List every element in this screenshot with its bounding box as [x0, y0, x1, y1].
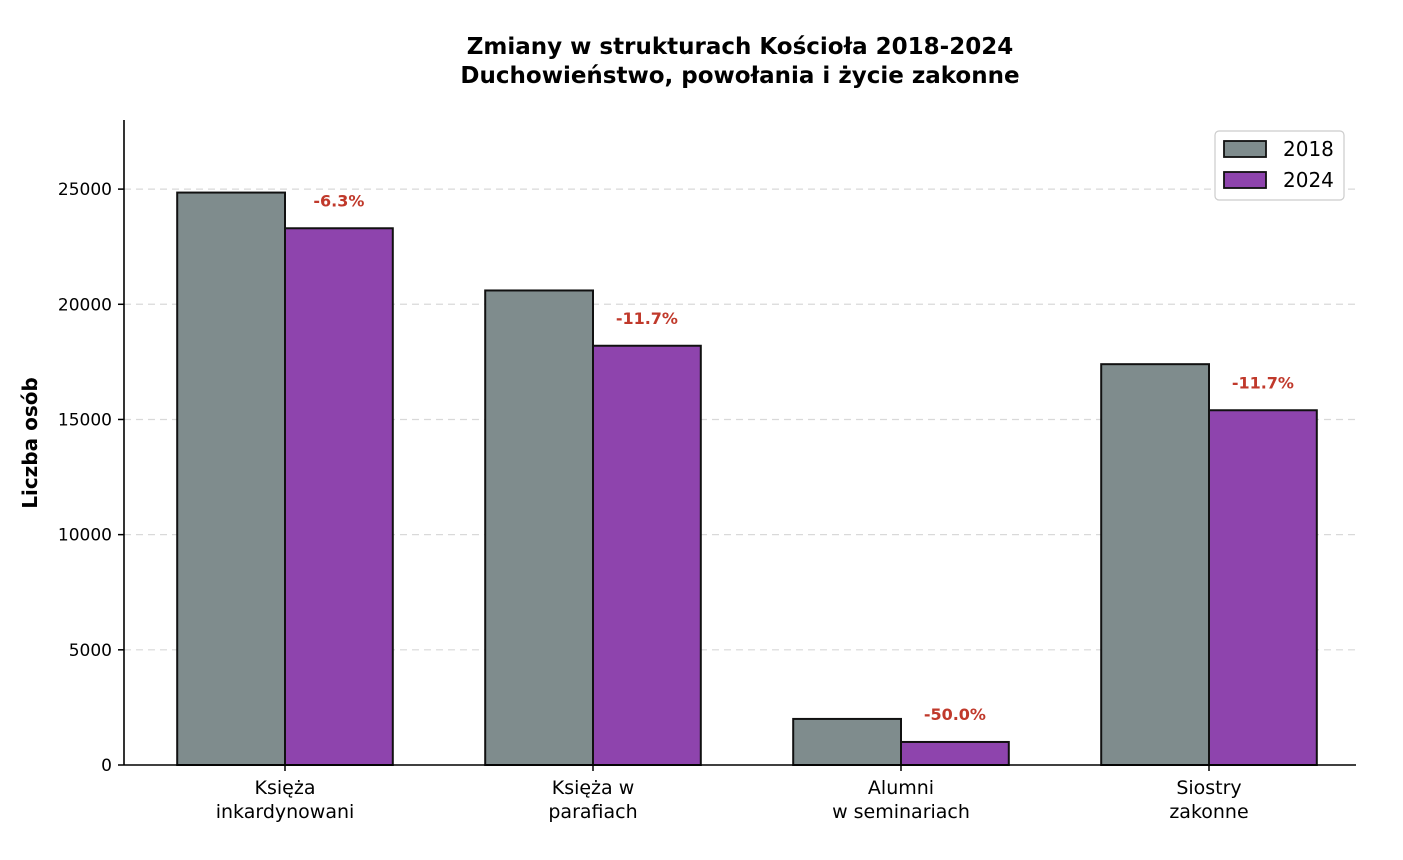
change-annotation: -6.3% — [313, 191, 364, 210]
change-annotations: -6.3% -11.7% -50.0% -11.7% — [313, 191, 1294, 724]
y-tick-label: 20000 — [58, 295, 112, 315]
bar-2024-2 — [900, 740, 1010, 767]
x-tick-label: w seminariach — [832, 801, 970, 823]
bar-2018-2 — [792, 717, 903, 767]
x-tick-label: Księża w — [552, 777, 635, 799]
bar-2024-3 — [1208, 409, 1318, 766]
change-annotation: -11.7% — [616, 309, 678, 328]
axes — [123, 120, 1356, 766]
bar-2018-1 — [484, 289, 595, 766]
legend-swatch-2018 — [1223, 140, 1267, 158]
x-tick-label: Księża — [255, 777, 316, 799]
y-ticks: 0 5000 10000 15000 20000 25000 — [58, 180, 124, 776]
chart-title: Zmiany w strukturach Kościoła 2018-2024 — [467, 34, 1014, 60]
x-tick-label: inkardynowani — [216, 801, 355, 823]
y-tick-label: 10000 — [58, 526, 112, 546]
change-annotation: -11.7% — [1232, 373, 1294, 392]
y-tick-label: 15000 — [58, 410, 112, 430]
y-tick-label: 0 — [101, 756, 112, 776]
y-tick-label: 5000 — [69, 641, 112, 661]
chart-subtitle: Duchowieństwo, powołania i życie zakonne — [460, 63, 1019, 89]
bar-2024-0 — [284, 227, 394, 766]
x-tick-label: Siostry — [1176, 777, 1241, 799]
legend-swatch-2024 — [1223, 171, 1267, 189]
bar-2024-1 — [592, 344, 702, 766]
x-tick-label: Alumni — [868, 777, 934, 799]
bar-2018-0 — [176, 191, 286, 766]
change-annotation: -50.0% — [924, 705, 986, 724]
x-tick-label: parafiach — [548, 801, 637, 823]
legend-label: 2018 — [1283, 137, 1334, 161]
bars — [176, 191, 1318, 767]
y-axis-label: Liczba osób — [18, 377, 42, 509]
legend: 2018 2024 — [1214, 130, 1345, 201]
x-tick-label: zakonne — [1169, 801, 1248, 823]
bar-2018-3 — [1100, 363, 1210, 766]
legend-label: 2024 — [1283, 168, 1334, 192]
y-tick-label: 25000 — [58, 180, 112, 200]
